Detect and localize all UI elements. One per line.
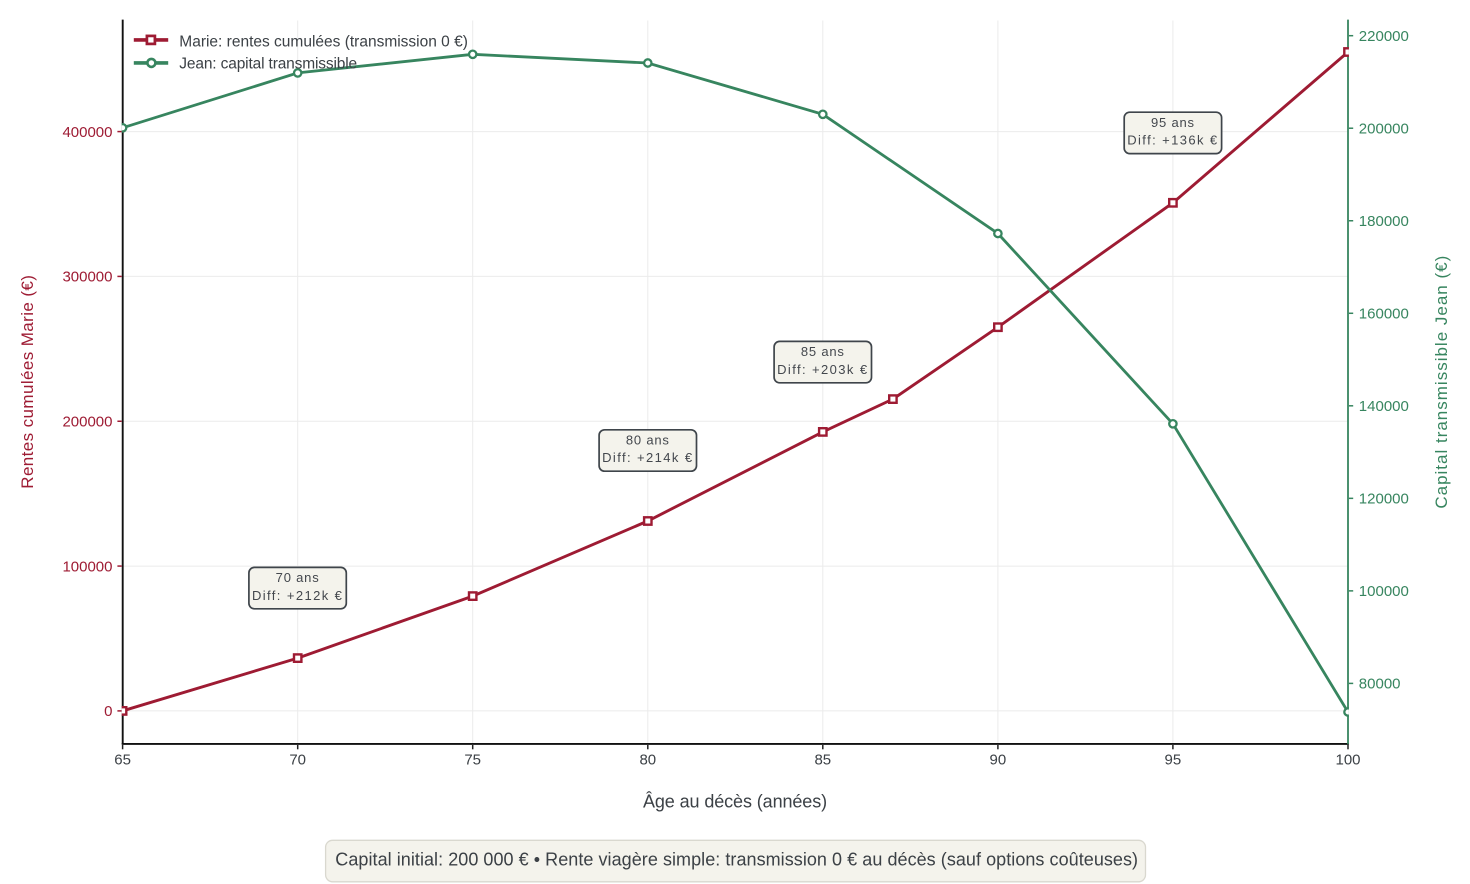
svg-text:Âge au décès (années): Âge au décès (années) <box>643 792 827 812</box>
svg-text:95 ans: 95 ans <box>1151 115 1195 130</box>
svg-text:220000: 220000 <box>1359 28 1409 45</box>
svg-text:Diff: +203k €: Diff: +203k € <box>777 362 868 377</box>
svg-text:Diff: +136k €: Diff: +136k € <box>1127 133 1218 148</box>
svg-text:400000: 400000 <box>62 124 112 141</box>
svg-text:300000: 300000 <box>62 269 112 286</box>
svg-text:180000: 180000 <box>1359 213 1409 230</box>
svg-text:Capital transmissible Jean (€): Capital transmissible Jean (€) <box>1432 255 1451 509</box>
svg-text:80: 80 <box>639 752 656 769</box>
svg-text:100: 100 <box>1335 752 1360 769</box>
svg-text:0: 0 <box>104 703 112 720</box>
svg-text:85: 85 <box>814 752 831 769</box>
svg-text:Marie: rentes cumulées (transm: Marie: rentes cumulées (transmission 0 €… <box>179 33 468 50</box>
svg-text:Diff: +212k €: Diff: +212k € <box>252 588 343 603</box>
svg-text:65: 65 <box>114 752 131 769</box>
svg-text:80 ans: 80 ans <box>626 433 670 448</box>
svg-text:140000: 140000 <box>1359 398 1409 415</box>
svg-text:Rentes cumulées Marie (€): Rentes cumulées Marie (€) <box>18 275 37 489</box>
svg-text:95: 95 <box>1165 752 1182 769</box>
svg-text:200000: 200000 <box>62 414 112 431</box>
svg-text:90: 90 <box>990 752 1007 769</box>
svg-text:Capital initial: 200 000 € • R: Capital initial: 200 000 € • Rente viagè… <box>335 850 1138 870</box>
svg-text:120000: 120000 <box>1359 491 1409 508</box>
svg-text:80000: 80000 <box>1359 676 1401 693</box>
svg-text:200000: 200000 <box>1359 121 1409 138</box>
svg-text:70 ans: 70 ans <box>276 570 320 585</box>
svg-text:85 ans: 85 ans <box>801 344 845 359</box>
svg-text:160000: 160000 <box>1359 306 1409 323</box>
svg-text:75: 75 <box>464 752 481 769</box>
svg-text:Diff: +214k €: Diff: +214k € <box>602 450 693 465</box>
svg-text:70: 70 <box>289 752 306 769</box>
svg-text:100000: 100000 <box>1359 583 1409 600</box>
svg-text:100000: 100000 <box>62 558 112 575</box>
svg-text:Jean: capital transmissible: Jean: capital transmissible <box>179 56 357 73</box>
